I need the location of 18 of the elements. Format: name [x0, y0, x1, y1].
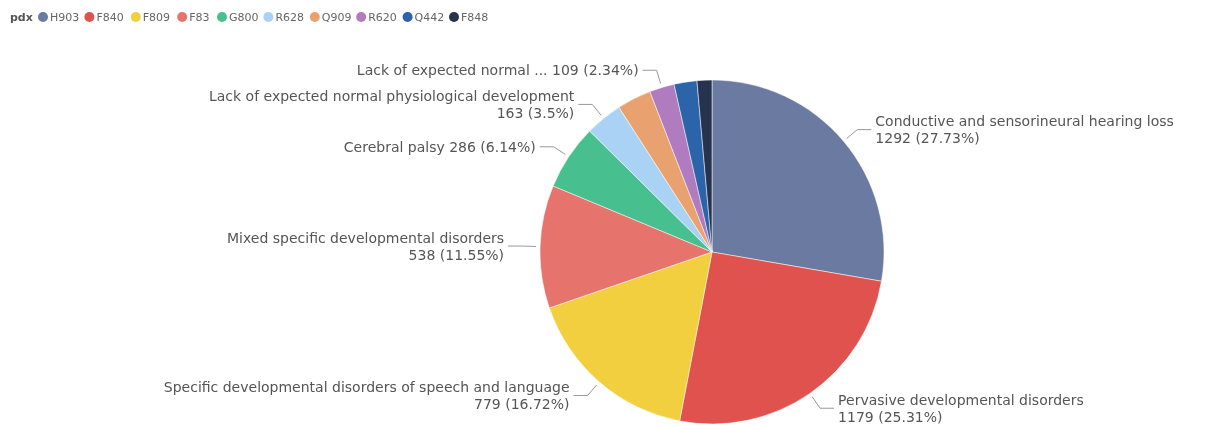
legend-label: F840: [96, 11, 124, 24]
legend-label: R620: [368, 11, 397, 24]
data-label: Pervasive developmental disorders 1179 (25.31%): [838, 391, 1084, 425]
data-label: Mixed specific developmental disorders 538 (11.55%): [227, 229, 505, 263]
legend-label: F848: [461, 11, 489, 24]
data-label: Specific developmental disorders of speech and language 779 (16.72%): [163, 379, 570, 413]
legend-label: F809: [142, 11, 171, 24]
legend-label: F83: [189, 11, 210, 24]
legend-label: Q442: [414, 11, 445, 24]
legend-title: pdx: [10, 11, 33, 24]
legend-label: Q909: [321, 11, 352, 24]
data-label: Conductive and sensorineural hearing loss 1292 (27.73%): [875, 113, 1174, 147]
data-label: Lack of expected normal ... 109 (2.34%): [356, 62, 639, 79]
data-label: Lack of expected normal physiological development 163 (3.5%): [208, 87, 575, 121]
legend-label: G800: [229, 11, 259, 24]
legend-label: H903: [50, 11, 80, 24]
data-label: Cerebral palsy 286 (6.14%): [343, 138, 536, 155]
legend-label: R628: [275, 11, 305, 24]
